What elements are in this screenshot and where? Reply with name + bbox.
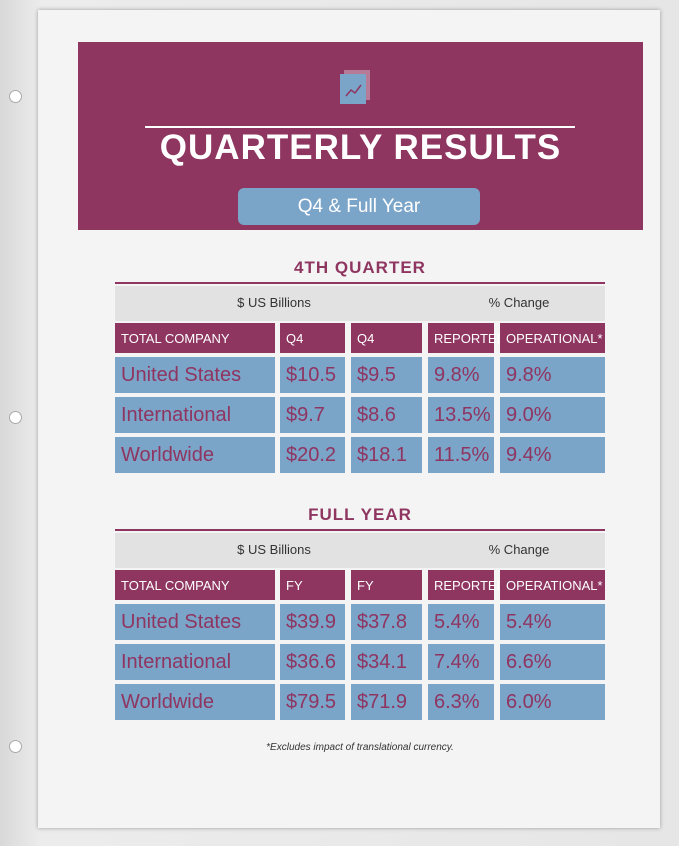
subtitle: Q4 & Full Year: [238, 188, 480, 225]
group-header: % Change: [488, 295, 550, 310]
table-cell: $20.2: [280, 437, 345, 473]
section-rule: [115, 529, 605, 531]
table-cell: 6.6%: [500, 644, 605, 680]
table-cell: $8.6: [351, 397, 422, 433]
footnote: *Excludes impact of translational curren…: [266, 742, 454, 753]
group-header: $ US Billions: [237, 295, 311, 310]
table-cell: $37.8: [351, 604, 422, 640]
column-header: TOTAL COMPANY: [115, 570, 275, 600]
table-cell: $39.9: [280, 604, 345, 640]
table-cell: $9.7: [280, 397, 345, 433]
section-title: 4TH QUARTER: [294, 258, 426, 277]
table-cell: 9.8%: [428, 357, 494, 393]
table-cell: 5.4%: [500, 604, 605, 640]
column-header: OPERATIONAL*: [500, 323, 605, 353]
hole: [9, 411, 22, 424]
section-title: FULL YEAR: [308, 505, 412, 524]
table-cell: $9.5: [351, 357, 422, 393]
group-header-band: [115, 533, 605, 568]
column-header: TOTAL COMPANY: [115, 323, 275, 353]
table-cell: $71.9: [351, 684, 422, 720]
table-cell: 9.0%: [500, 397, 605, 433]
table-cell: Worldwide: [115, 437, 275, 473]
group-header-band: [115, 286, 605, 321]
table-cell: United States: [115, 357, 275, 393]
table-cell: $18.1: [351, 437, 422, 473]
column-header: REPORTED: [428, 323, 506, 353]
hole: [9, 90, 22, 103]
column-header: OPERATIONAL*: [500, 570, 605, 600]
table-cell: 6.3%: [428, 684, 494, 720]
table-cell: United States: [115, 604, 275, 640]
hole: [9, 740, 22, 753]
table-cell: 9.4%: [500, 437, 605, 473]
table-cell: Worldwide: [115, 684, 275, 720]
title: QUARTERLY RESULTS: [159, 128, 562, 167]
column-header: REPORTED: [428, 570, 506, 600]
table-cell: 13.5%: [428, 397, 494, 433]
table-cell: 7.4%: [428, 644, 494, 680]
table-cell: 6.0%: [500, 684, 605, 720]
column-header: FY: [280, 570, 345, 600]
rule: [145, 126, 575, 128]
column-header: Q4: [280, 323, 345, 353]
column-header: Q4: [351, 323, 422, 353]
table-cell: International: [115, 644, 275, 680]
icon: [340, 70, 370, 104]
table-cell: International: [115, 397, 275, 433]
table-cell: 9.8%: [500, 357, 605, 393]
group-header: $ US Billions: [237, 542, 311, 557]
section-rule: [115, 282, 605, 284]
group-header: % Change: [488, 542, 550, 557]
table-cell: $36.6: [280, 644, 345, 680]
table-cell: $34.1: [351, 644, 422, 680]
table-cell: 5.4%: [428, 604, 494, 640]
table-cell: 11.5%: [428, 437, 494, 473]
table-cell: $10.5: [280, 357, 345, 393]
table-cell: $79.5: [280, 684, 345, 720]
column-header: FY: [351, 570, 422, 600]
